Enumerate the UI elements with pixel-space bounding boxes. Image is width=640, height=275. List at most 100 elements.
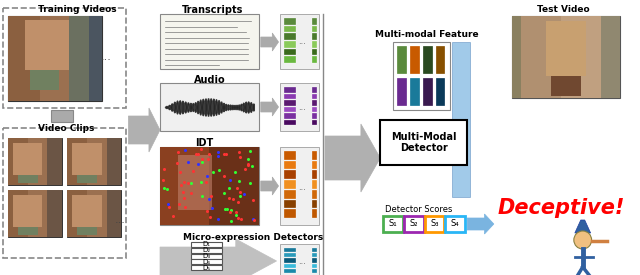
Bar [312, 200, 317, 208]
Bar [284, 106, 296, 112]
Bar [72, 195, 102, 227]
Bar [67, 138, 122, 185]
Bar [380, 120, 467, 165]
Bar [18, 227, 38, 235]
Circle shape [574, 231, 591, 249]
Text: ...: ... [298, 183, 306, 191]
Bar [107, 138, 122, 185]
Bar [160, 147, 259, 225]
Bar [67, 190, 87, 237]
Text: ...: ... [298, 257, 306, 266]
Text: Transcripts: Transcripts [182, 5, 243, 15]
Polygon shape [575, 220, 591, 233]
Bar [423, 78, 433, 106]
Bar [47, 138, 62, 185]
Text: Multi-Modal
Detector: Multi-Modal Detector [391, 132, 456, 153]
Text: S₄: S₄ [451, 219, 460, 229]
Bar [312, 161, 317, 169]
Text: D₅: D₅ [202, 265, 211, 271]
Bar [29, 70, 60, 90]
Bar [28, 138, 47, 185]
Bar [312, 269, 317, 273]
Text: Training Videos: Training Videos [38, 5, 116, 14]
Bar [522, 16, 561, 98]
Bar [77, 227, 97, 235]
Bar [410, 46, 420, 74]
Bar [28, 190, 47, 237]
Bar [284, 18, 296, 25]
Bar [393, 42, 451, 110]
Bar [87, 138, 107, 185]
Bar [284, 180, 296, 189]
Polygon shape [260, 33, 278, 51]
Bar [72, 143, 102, 175]
Text: D₃: D₃ [202, 253, 211, 259]
Bar [284, 248, 296, 252]
Bar [284, 33, 296, 40]
Bar [69, 16, 89, 101]
Bar [25, 20, 69, 70]
Text: Deceptive!: Deceptive! [497, 198, 625, 218]
Bar [284, 100, 296, 106]
Bar [160, 14, 259, 69]
Bar [13, 195, 42, 227]
Bar [67, 190, 122, 237]
Bar [312, 253, 317, 257]
Bar [312, 26, 317, 32]
Bar [312, 209, 317, 218]
Bar [47, 190, 62, 237]
Bar [312, 49, 317, 55]
Bar [191, 248, 222, 253]
Bar [160, 147, 259, 225]
Bar [423, 46, 433, 74]
Text: Multi-modal Feature: Multi-modal Feature [375, 30, 479, 39]
Bar [280, 147, 319, 225]
Bar [284, 113, 296, 119]
Text: S₁: S₁ [388, 219, 397, 229]
Bar [284, 41, 296, 48]
Bar [436, 78, 445, 106]
Bar [436, 46, 445, 74]
Polygon shape [260, 98, 278, 116]
Bar [191, 242, 222, 247]
Bar [312, 18, 317, 25]
Bar [191, 259, 222, 264]
Bar [191, 254, 222, 258]
Text: Detector Scores: Detector Scores [385, 205, 452, 214]
Bar [284, 209, 296, 218]
Bar [410, 78, 420, 106]
Bar [511, 16, 620, 98]
Bar [284, 269, 296, 273]
Bar [284, 26, 296, 32]
Bar [8, 190, 28, 237]
Bar [77, 175, 97, 183]
Bar [312, 106, 317, 112]
Text: Test Video: Test Video [537, 5, 589, 14]
Bar [312, 190, 317, 199]
Bar [397, 78, 407, 106]
Bar [600, 16, 620, 98]
Bar [312, 94, 317, 99]
Polygon shape [160, 239, 276, 275]
Bar [284, 151, 296, 160]
Bar [445, 216, 465, 232]
Bar [452, 42, 470, 197]
Polygon shape [325, 124, 380, 192]
Bar [561, 16, 600, 98]
Text: D₁: D₁ [202, 241, 211, 248]
Bar [312, 258, 317, 263]
Bar [8, 16, 40, 101]
Bar [3, 8, 127, 108]
Bar [284, 253, 296, 257]
Bar [312, 87, 317, 92]
Bar [284, 87, 296, 92]
Bar [8, 138, 28, 185]
Bar [284, 56, 296, 63]
Bar [284, 170, 296, 179]
Bar [3, 128, 127, 258]
Bar [312, 113, 317, 119]
Bar [89, 16, 102, 101]
Bar [160, 147, 209, 225]
Text: D₂: D₂ [202, 247, 211, 253]
Bar [51, 110, 73, 122]
